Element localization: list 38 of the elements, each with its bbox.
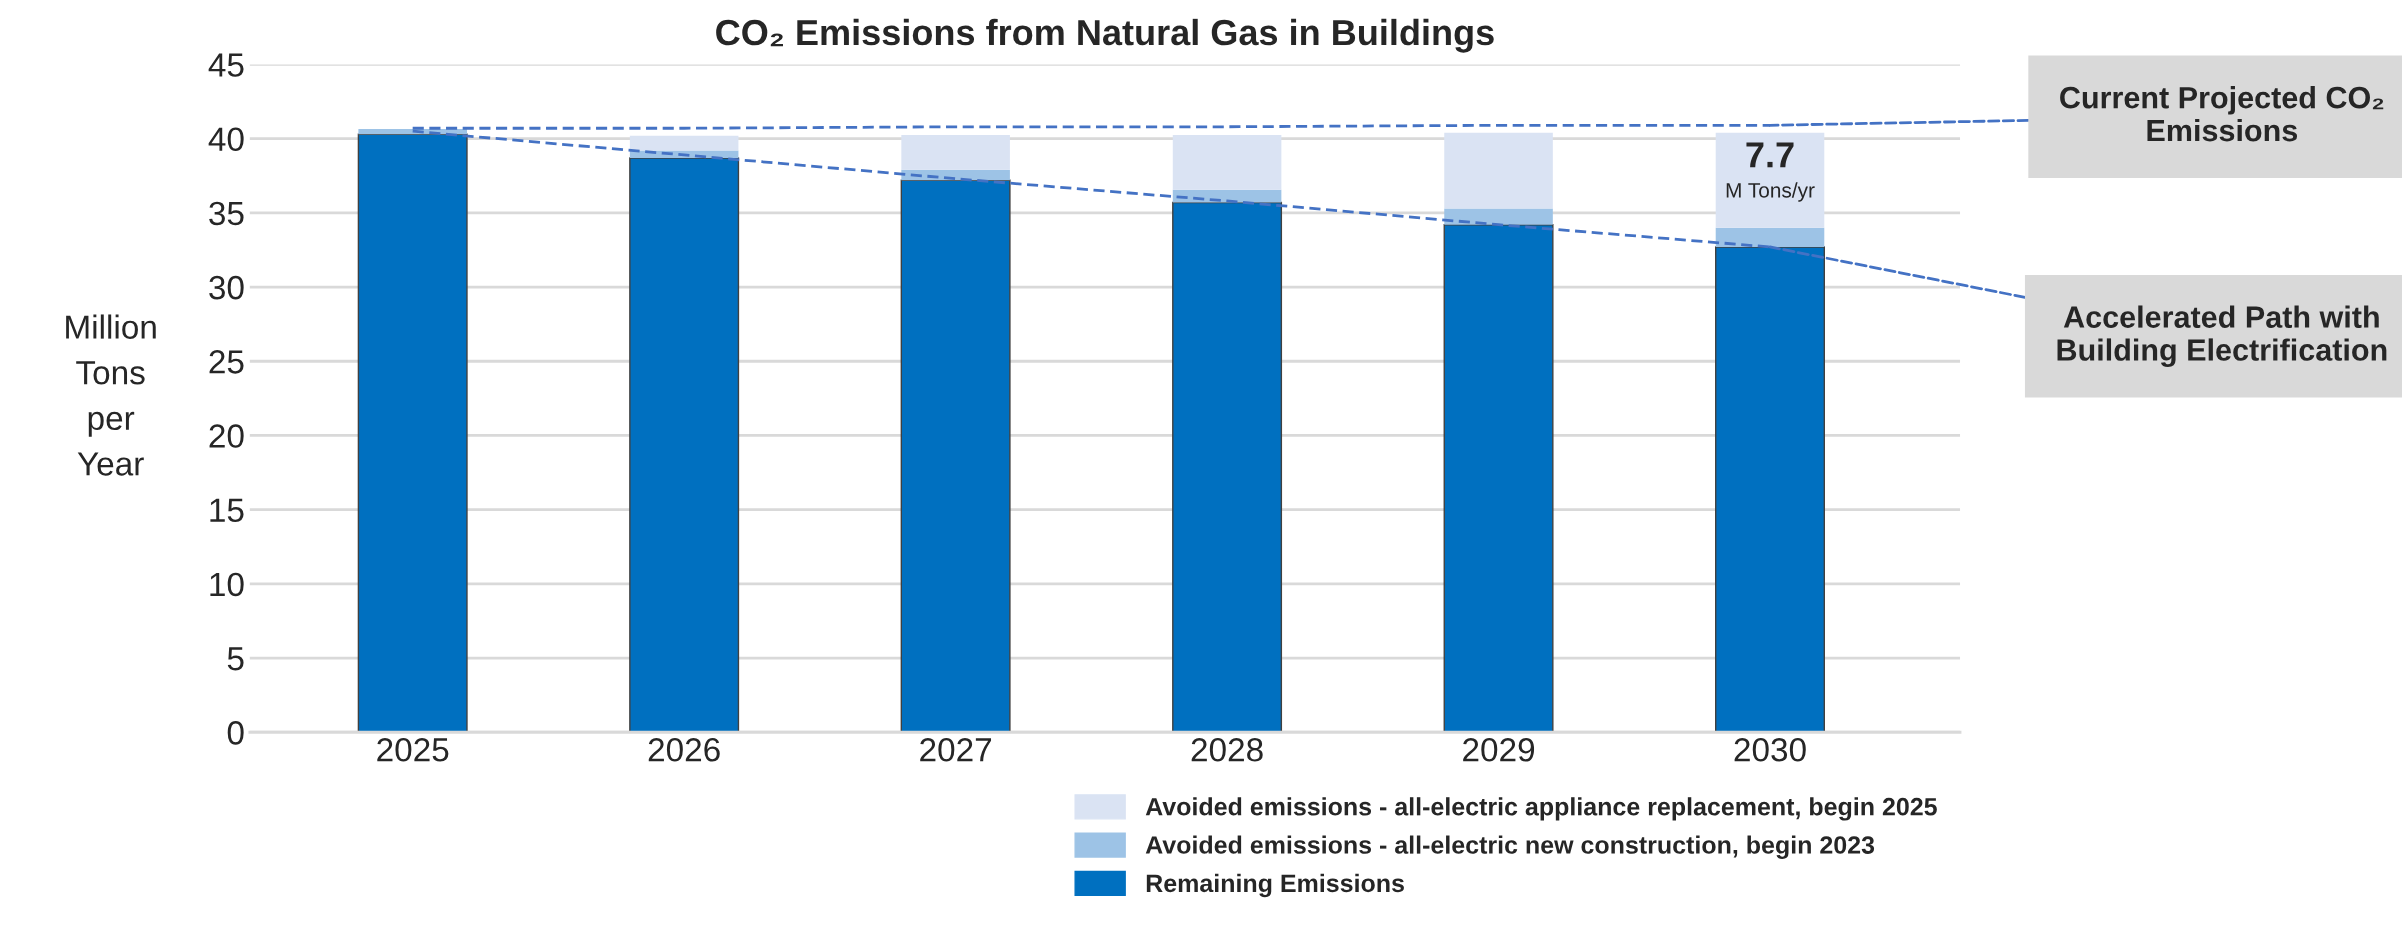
- bar: [1172, 134, 1282, 190]
- bar: [1172, 201, 1283, 733]
- annotation: Current Projected CO₂ Emissions: [2060, 86, 2384, 142]
- chart-title: CO₂ Emissions from Natural Gas in Buildings: [716, 18, 1494, 53]
- y-axis-title: Million Tons per Year: [66, 314, 156, 476]
- bar: [1443, 224, 1554, 733]
- bar: [901, 134, 1010, 170]
- legend-label: Remaining Emissions: [1146, 873, 1404, 898]
- y-tick-label: 0: [227, 721, 244, 745]
- bar: [357, 133, 468, 733]
- y-tick-label: 10: [210, 572, 244, 597]
- y-tick-label: 45: [208, 53, 244, 77]
- annotation: M Tons/yr: [1726, 182, 1815, 202]
- x-tick-label: 2027: [920, 738, 992, 762]
- y-tick-label: 40: [208, 127, 244, 152]
- bar: [1715, 132, 1825, 228]
- bar: [629, 157, 740, 733]
- x-tick-label: 2025: [377, 738, 449, 762]
- y-tick-label: 15: [210, 498, 244, 523]
- bar: [1715, 246, 1825, 733]
- bar: [900, 179, 1011, 733]
- legend-label: Avoided emissions - all-electric appliance replacement, begin 2025: [1145, 797, 1937, 821]
- y-tick-label: 25: [209, 350, 244, 374]
- bar: [1444, 132, 1553, 209]
- bar: [1715, 227, 1825, 247]
- x-tick-label: 2030: [1734, 738, 1806, 762]
- bar: [629, 135, 739, 151]
- legend-label: Avoided emissions - all-electric new construction, begin 2023: [1145, 835, 1875, 859]
- y-tick-label: 5: [227, 647, 244, 671]
- bar: [1444, 208, 1553, 225]
- x-tick-label: 2028: [1191, 738, 1263, 762]
- x-tick-label: 2029: [1463, 738, 1535, 762]
- x-tick-label: 2026: [648, 738, 720, 762]
- y-tick-label: 30: [209, 275, 244, 300]
- y-tick-label: 20: [209, 424, 244, 448]
- annotation: 7.7: [1746, 142, 1794, 168]
- annotation: Accelerated Path with Building Electrification: [2057, 305, 2387, 367]
- y-tick-label: 35: [209, 201, 244, 226]
